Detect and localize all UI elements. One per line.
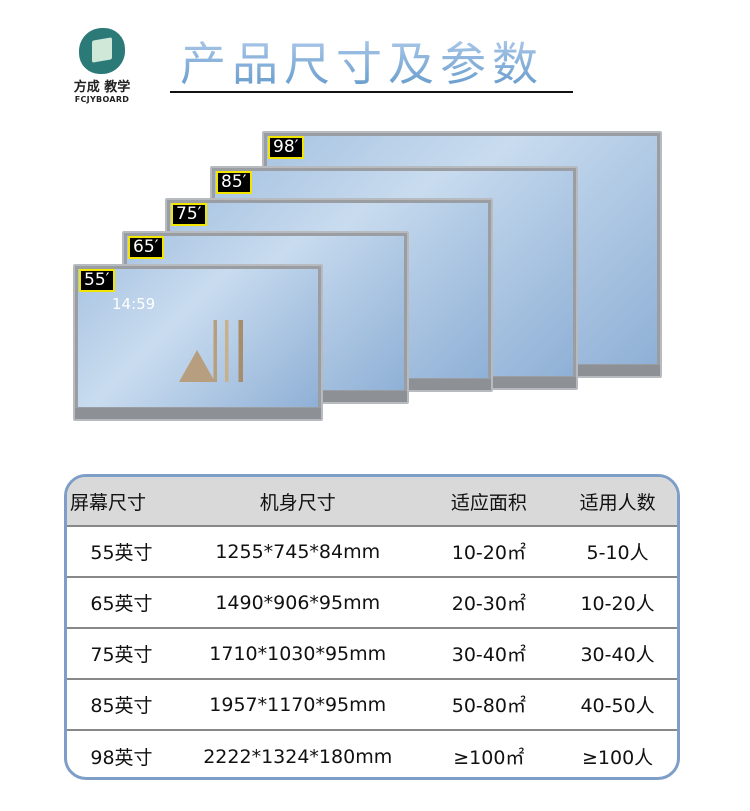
logo-en: FCJYBOARD: [74, 95, 130, 104]
table-row: 85英寸 1957*1170*95mm 50-80㎡ 40-50人: [67, 680, 677, 731]
cell: 1957*1170*95mm: [209, 693, 387, 716]
cell: 75英寸: [90, 644, 153, 666]
page-title: 产品尺寸及参数: [180, 28, 544, 94]
table-row: 98英寸 2222*1324*180mm ≥100㎡ ≥100人: [67, 731, 677, 777]
size-label: 98′: [268, 136, 304, 159]
header-cell: 屏幕尺寸: [70, 491, 147, 514]
cell: 50-80㎡: [451, 695, 526, 717]
cell: 2222*1324*180mm: [203, 745, 393, 768]
logo: 方成 教学 FCJYBOARD: [72, 28, 132, 104]
cell: 85英寸: [90, 695, 153, 717]
spec-table: 屏幕尺寸 机身尺寸 适应面积 适用人数 55英寸 1255*745*84mm 10-…: [64, 474, 680, 780]
cell: 1710*1030*95mm: [209, 642, 387, 665]
cell: 30-40㎡: [451, 644, 526, 666]
header-cell: 机身尺寸: [259, 491, 336, 514]
size-label: 75′: [171, 203, 207, 226]
size-label: 85′: [216, 171, 252, 194]
size-label: 65′: [128, 236, 164, 259]
cell: ≥100人: [581, 747, 654, 769]
monitor-55: 14:59 55′: [73, 264, 323, 421]
table-row: 65英寸 1490*906*95mm 20-30㎡ 10-20人: [67, 578, 677, 629]
cell: 10-20人: [580, 593, 655, 615]
logo-cn: 方成 教学: [73, 80, 131, 95]
cell: 65英寸: [90, 593, 153, 615]
title-divider: [170, 91, 573, 93]
cell: 40-50人: [580, 695, 655, 717]
cell: ≥100㎡: [453, 747, 525, 769]
cell: 1490*906*95mm: [215, 591, 381, 614]
cell: 55英寸: [90, 542, 153, 564]
cell: 1255*745*84mm: [215, 540, 381, 563]
clock: 14:59: [112, 295, 156, 313]
size-label: 55′: [79, 269, 115, 292]
cell: 30-40人: [580, 644, 655, 666]
header-cell: 适应面积: [450, 491, 527, 514]
logo-icon: [79, 28, 125, 74]
table-header: 屏幕尺寸 机身尺寸 适应面积 适用人数: [67, 477, 677, 527]
cell: 10-20㎡: [451, 542, 526, 564]
cell: 5-10人: [586, 542, 649, 564]
cell: 98英寸: [90, 747, 153, 769]
cell: 20-30㎡: [451, 593, 526, 615]
table-row: 55英寸 1255*745*84mm 10-20㎡ 5-10人: [67, 527, 677, 578]
table-row: 75英寸 1710*1030*95mm 30-40㎡ 30-40人: [67, 629, 677, 680]
header-cell: 适用人数: [579, 491, 656, 514]
